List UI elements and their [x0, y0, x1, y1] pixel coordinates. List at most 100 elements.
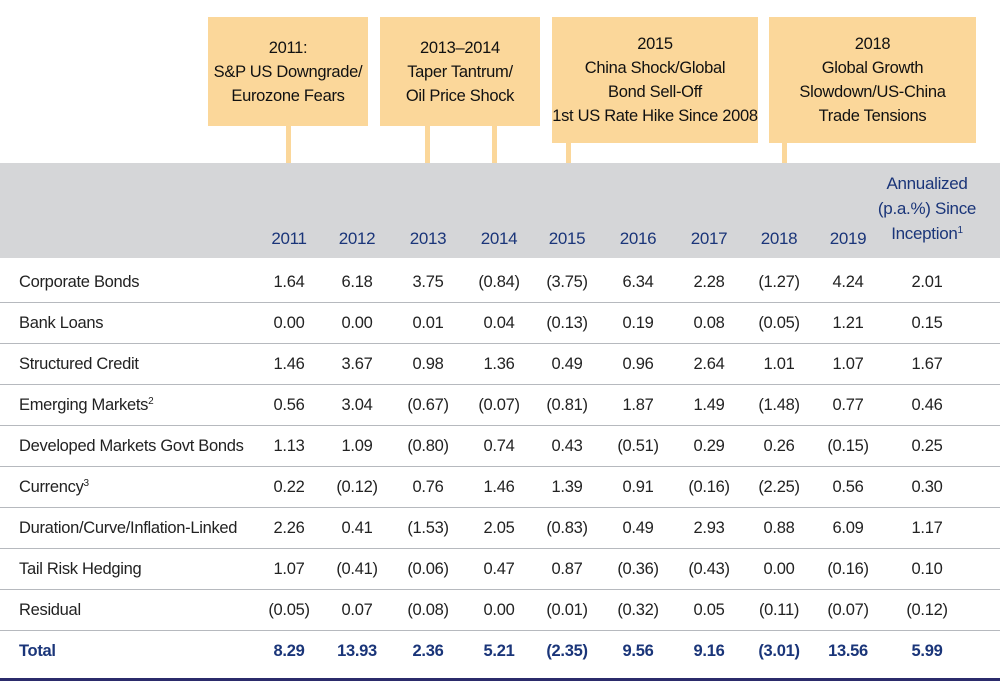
- table-cell: (3.75): [546, 273, 588, 291]
- table-cell: (0.81): [546, 396, 588, 414]
- row-label-text: Currency: [19, 478, 84, 496]
- table-cell: 1.67: [911, 355, 943, 373]
- table-cell: 0.47: [483, 560, 515, 578]
- table-cell: 0.19: [622, 314, 654, 332]
- table-row: Emerging Markets2 0.56 3.04 (0.67) (0.07) (0.…: [0, 385, 1000, 426]
- total-cell: 13.93: [337, 642, 377, 660]
- table-row: Structured Credit 1.46 3.67 0.98 1.36 0.49 0.9…: [0, 344, 1000, 385]
- table-cell: 0.43: [551, 437, 583, 455]
- footnote-marker: 1: [957, 225, 964, 236]
- table-cell: 0.22: [273, 478, 305, 496]
- total-label: Total: [19, 631, 56, 672]
- row-divider: [0, 466, 1000, 467]
- callout-2018: 2018 Global Growth Slowdown/US-China Tra…: [769, 17, 976, 143]
- footnote-marker: 2: [148, 396, 154, 407]
- row-label: Emerging Markets2: [19, 385, 154, 426]
- table-cell: (0.51): [617, 437, 659, 455]
- table-cell: 3.04: [341, 396, 373, 414]
- table-cell: 0.76: [412, 478, 444, 496]
- table-cell: 0.77: [832, 396, 864, 414]
- callout-line: Eurozone Fears: [231, 86, 345, 105]
- total-cell: (3.01): [758, 642, 800, 660]
- column-header: 2019: [829, 229, 867, 248]
- table-cell: (0.01): [546, 601, 588, 619]
- table-row: Corporate Bonds 1.64 6.18 3.75 (0.84) (3.75) 6…: [0, 262, 1000, 303]
- table-cell: 0.56: [832, 478, 864, 496]
- table-cell: (0.41): [336, 560, 378, 578]
- table-cell: (0.67): [407, 396, 449, 414]
- table-cell: (0.36): [617, 560, 659, 578]
- row-label-text: Total: [19, 642, 56, 660]
- table-cell: 4.24: [832, 273, 864, 291]
- bottom-rule: [0, 678, 1000, 681]
- row-label-text: Tail Risk Hedging: [19, 560, 142, 578]
- table-cell: 0.46: [911, 396, 943, 414]
- row-divider: [0, 302, 1000, 303]
- connector-2015: [566, 143, 571, 163]
- table-cell: 0.00: [483, 601, 515, 619]
- table-cell: 0.10: [911, 560, 943, 578]
- footnote-marker: 3: [83, 478, 90, 489]
- callout-line: S&P US Downgrade/: [213, 62, 363, 81]
- connector-2014: [492, 126, 497, 163]
- table-cell: 1.39: [551, 478, 583, 496]
- total-cell: 5.21: [483, 642, 515, 660]
- column-header: 2017: [690, 229, 728, 248]
- total-cell: 13.56: [828, 642, 868, 660]
- table-cell: 0.96: [622, 355, 654, 373]
- connector-2011: [286, 126, 291, 163]
- row-divider: [0, 589, 1000, 590]
- row-divider: [0, 343, 1000, 344]
- table-cell: (1.48): [758, 396, 800, 414]
- table-row: Residual (0.05) 0.07 (0.08) 0.00 (0.01) (0.32)…: [0, 590, 1000, 631]
- row-label-text: Bank Loans: [19, 314, 104, 332]
- row-label-text: Emerging Markets: [19, 396, 149, 414]
- table-cell: 1.87: [622, 396, 654, 414]
- table-cell: (0.05): [758, 314, 800, 332]
- table-cell: 1.07: [273, 560, 305, 578]
- table-cell: 0.07: [341, 601, 373, 619]
- row-label-text: Developed Markets Govt Bonds: [19, 437, 244, 455]
- table-cell: 0.05: [693, 601, 725, 619]
- row-label: Developed Markets Govt Bonds: [19, 426, 244, 467]
- table-cell: 0.49: [622, 519, 654, 537]
- callout-line: 1st US Rate Hike Since 2008: [552, 107, 758, 125]
- table-cell: 0.49: [551, 355, 583, 373]
- table-row: Duration/Curve/Inflation-Linked 2.26 0.41 (…: [0, 508, 1000, 549]
- table-cell: 0.41: [341, 519, 373, 537]
- table-cell: 0.00: [273, 314, 305, 332]
- table-cell: (0.12): [906, 601, 948, 619]
- callout-2013-2014: 2013–2014 Taper Tantrum/ Oil Price Shock: [380, 17, 540, 126]
- table-cell: 1.09: [341, 437, 373, 455]
- callout-line: 2011:: [268, 38, 308, 57]
- callout-line: Trade Tensions: [818, 107, 927, 125]
- table-cell: (0.83): [546, 519, 588, 537]
- annualized-line-3-text: Inception: [891, 224, 958, 243]
- row-divider: [0, 548, 1000, 549]
- table-cell: (0.07): [827, 601, 869, 619]
- total-cell: (2.35): [546, 642, 588, 660]
- column-header: 2014: [480, 229, 518, 248]
- table-cell: (1.53): [407, 519, 449, 537]
- table-cell: (0.12): [336, 478, 378, 496]
- table-cell: 0.87: [551, 560, 583, 578]
- table-row: Developed Markets Govt Bonds 1.13 1.09 (0.8…: [0, 426, 1000, 467]
- table-cell: 2.64: [693, 355, 725, 373]
- table-cell: (0.13): [546, 314, 588, 332]
- column-header: 2016: [619, 229, 657, 248]
- table-cell: 6.34: [622, 273, 654, 291]
- row-divider: [0, 425, 1000, 426]
- row-label: Duration/Curve/Inflation-Linked: [19, 508, 237, 549]
- column-header: 2015: [548, 229, 586, 248]
- table-cell: 2.28: [693, 273, 725, 291]
- table-cell: 0.91: [622, 478, 654, 496]
- table-cell: 3.67: [341, 355, 373, 373]
- table-cell: 1.46: [273, 355, 305, 373]
- table-cell: 1.46: [483, 478, 515, 496]
- table-header: [0, 163, 1000, 258]
- table-cell: 0.56: [273, 396, 305, 414]
- row-label-text: Corporate Bonds: [19, 273, 140, 291]
- table-cell: (0.08): [407, 601, 449, 619]
- table-cell: 0.88: [763, 519, 795, 537]
- row-label-text: Residual: [19, 601, 81, 619]
